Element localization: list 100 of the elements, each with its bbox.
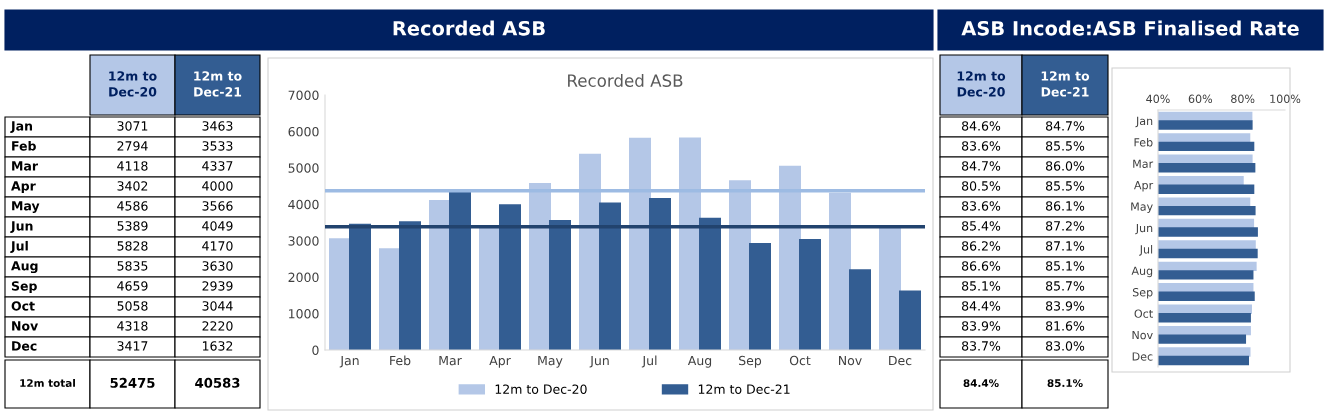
text: 12m to Dec-20 bbox=[109, 71, 157, 97]
text: 84.4% bbox=[963, 379, 999, 388]
y-tick-label: 0 bbox=[312, 345, 319, 355]
y-tick-label: May bbox=[1131, 202, 1153, 213]
text: 85.4% bbox=[961, 221, 1001, 231]
text: 12m to Dec-21 bbox=[1041, 71, 1090, 97]
bar bbox=[379, 248, 401, 350]
bar bbox=[649, 198, 671, 350]
bar bbox=[749, 242, 771, 350]
text: 5058 bbox=[117, 301, 148, 311]
bar bbox=[549, 220, 571, 350]
text: 2220 bbox=[202, 321, 233, 331]
y-tick-label: Feb bbox=[1134, 137, 1153, 147]
x-tick-label: May bbox=[538, 355, 563, 368]
bar bbox=[349, 223, 371, 350]
text: 2939 bbox=[202, 281, 233, 291]
text: 3044 bbox=[202, 301, 233, 311]
bar bbox=[899, 290, 921, 350]
x-tick-label: Sep bbox=[739, 355, 762, 368]
text: May bbox=[12, 201, 40, 214]
chart-title: ASB Incode:ASB Finalised Rate bbox=[961, 20, 1299, 36]
x-tick-label: Apr bbox=[489, 355, 511, 368]
text: Jul bbox=[10, 240, 28, 253]
text: 85.1% bbox=[1047, 379, 1083, 388]
text: 84.7% bbox=[961, 161, 1001, 171]
text: 84.4% bbox=[961, 301, 1001, 311]
bar bbox=[499, 204, 521, 350]
y-tick-label: Aug bbox=[1131, 266, 1153, 278]
y-tick-label: 6000 bbox=[288, 126, 319, 137]
bar bbox=[629, 137, 651, 350]
text: 3402 bbox=[117, 181, 148, 191]
text: 4049 bbox=[202, 221, 233, 231]
y-tick-label: Jan bbox=[1135, 116, 1153, 128]
text: 87.1% bbox=[1045, 241, 1085, 251]
x-tick-label: Feb bbox=[390, 355, 411, 366]
text: 4000 bbox=[202, 181, 233, 191]
text: 83.0% bbox=[1045, 341, 1085, 351]
text: Oct bbox=[11, 301, 35, 311]
y-tick-label: 2000 bbox=[288, 272, 319, 283]
bar bbox=[329, 238, 351, 350]
y-tick-label: Nov bbox=[1132, 331, 1153, 340]
text: 83.9% bbox=[961, 321, 1001, 331]
y-tick-label: Mar bbox=[1133, 159, 1154, 168]
text: 4337 bbox=[202, 161, 233, 171]
text: 3533 bbox=[202, 141, 233, 151]
text: 83.9% bbox=[1045, 301, 1085, 311]
text: 12m to Dec-21 bbox=[194, 71, 242, 97]
bar bbox=[449, 192, 471, 350]
text: Sep bbox=[11, 281, 37, 294]
x-tick-label: Mar bbox=[439, 355, 462, 366]
text: 81.6% bbox=[1045, 321, 1085, 331]
text: 84.6% bbox=[961, 121, 1001, 131]
text: Apr bbox=[11, 181, 36, 194]
text: 5828 bbox=[117, 241, 148, 251]
text: 3566 bbox=[202, 201, 233, 211]
x-tick-label: Jun bbox=[589, 355, 609, 368]
y-tick-label: Oct bbox=[1134, 309, 1153, 318]
text: 4659 bbox=[117, 281, 148, 291]
text: 83.6% bbox=[961, 141, 1001, 151]
text: 85.5% bbox=[1045, 141, 1085, 151]
y-tick-label: Jul bbox=[1139, 244, 1153, 256]
text: 84.7% bbox=[1045, 121, 1085, 131]
bar bbox=[699, 217, 721, 350]
text: 86.2% bbox=[961, 241, 1001, 251]
text: 4118 bbox=[117, 161, 148, 171]
y-tick-label: 5000 bbox=[288, 163, 319, 173]
text: 85.1% bbox=[961, 281, 1001, 291]
text: Dec bbox=[12, 341, 37, 351]
chart-subtitle: Recorded ASB bbox=[568, 74, 683, 87]
x-tick-label: Nov bbox=[839, 355, 862, 366]
text: 85.1% bbox=[1045, 261, 1085, 271]
x-tick-label: Jan bbox=[339, 355, 359, 368]
text: Jun bbox=[10, 221, 33, 233]
text: 83.6% bbox=[961, 201, 1001, 211]
x-tick-label: Oct bbox=[789, 355, 811, 366]
bar bbox=[599, 202, 621, 350]
text: 1632 bbox=[202, 341, 233, 351]
text: 83.7% bbox=[961, 341, 1001, 351]
x-tick-label: Dec bbox=[889, 355, 912, 366]
text: 3417 bbox=[117, 341, 148, 351]
x-tick-label: Jul bbox=[641, 355, 657, 368]
y-tick-label: 7000 bbox=[288, 90, 319, 100]
text: 4586 bbox=[117, 201, 148, 211]
chart-title: Recorded ASB bbox=[393, 20, 545, 36]
text: Jan bbox=[10, 121, 33, 133]
y-tick-label: Sep bbox=[1132, 288, 1153, 299]
bar bbox=[399, 221, 421, 350]
y-tick-label: 3000 bbox=[288, 236, 319, 246]
x-tick-label: 100% bbox=[1270, 94, 1301, 103]
text: Aug bbox=[11, 261, 38, 274]
text: 12m to Dec-20 bbox=[957, 71, 1006, 97]
text: 80.5% bbox=[961, 181, 1001, 191]
text: 3463 bbox=[202, 121, 233, 131]
text: Mar bbox=[12, 161, 38, 171]
text: 86.6% bbox=[961, 261, 1001, 271]
text: 3630 bbox=[202, 261, 233, 271]
x-tick-label: 60% bbox=[1188, 94, 1213, 103]
text: 5835 bbox=[117, 261, 148, 271]
text: 52475 bbox=[110, 377, 155, 388]
text: 4318 bbox=[117, 321, 148, 331]
